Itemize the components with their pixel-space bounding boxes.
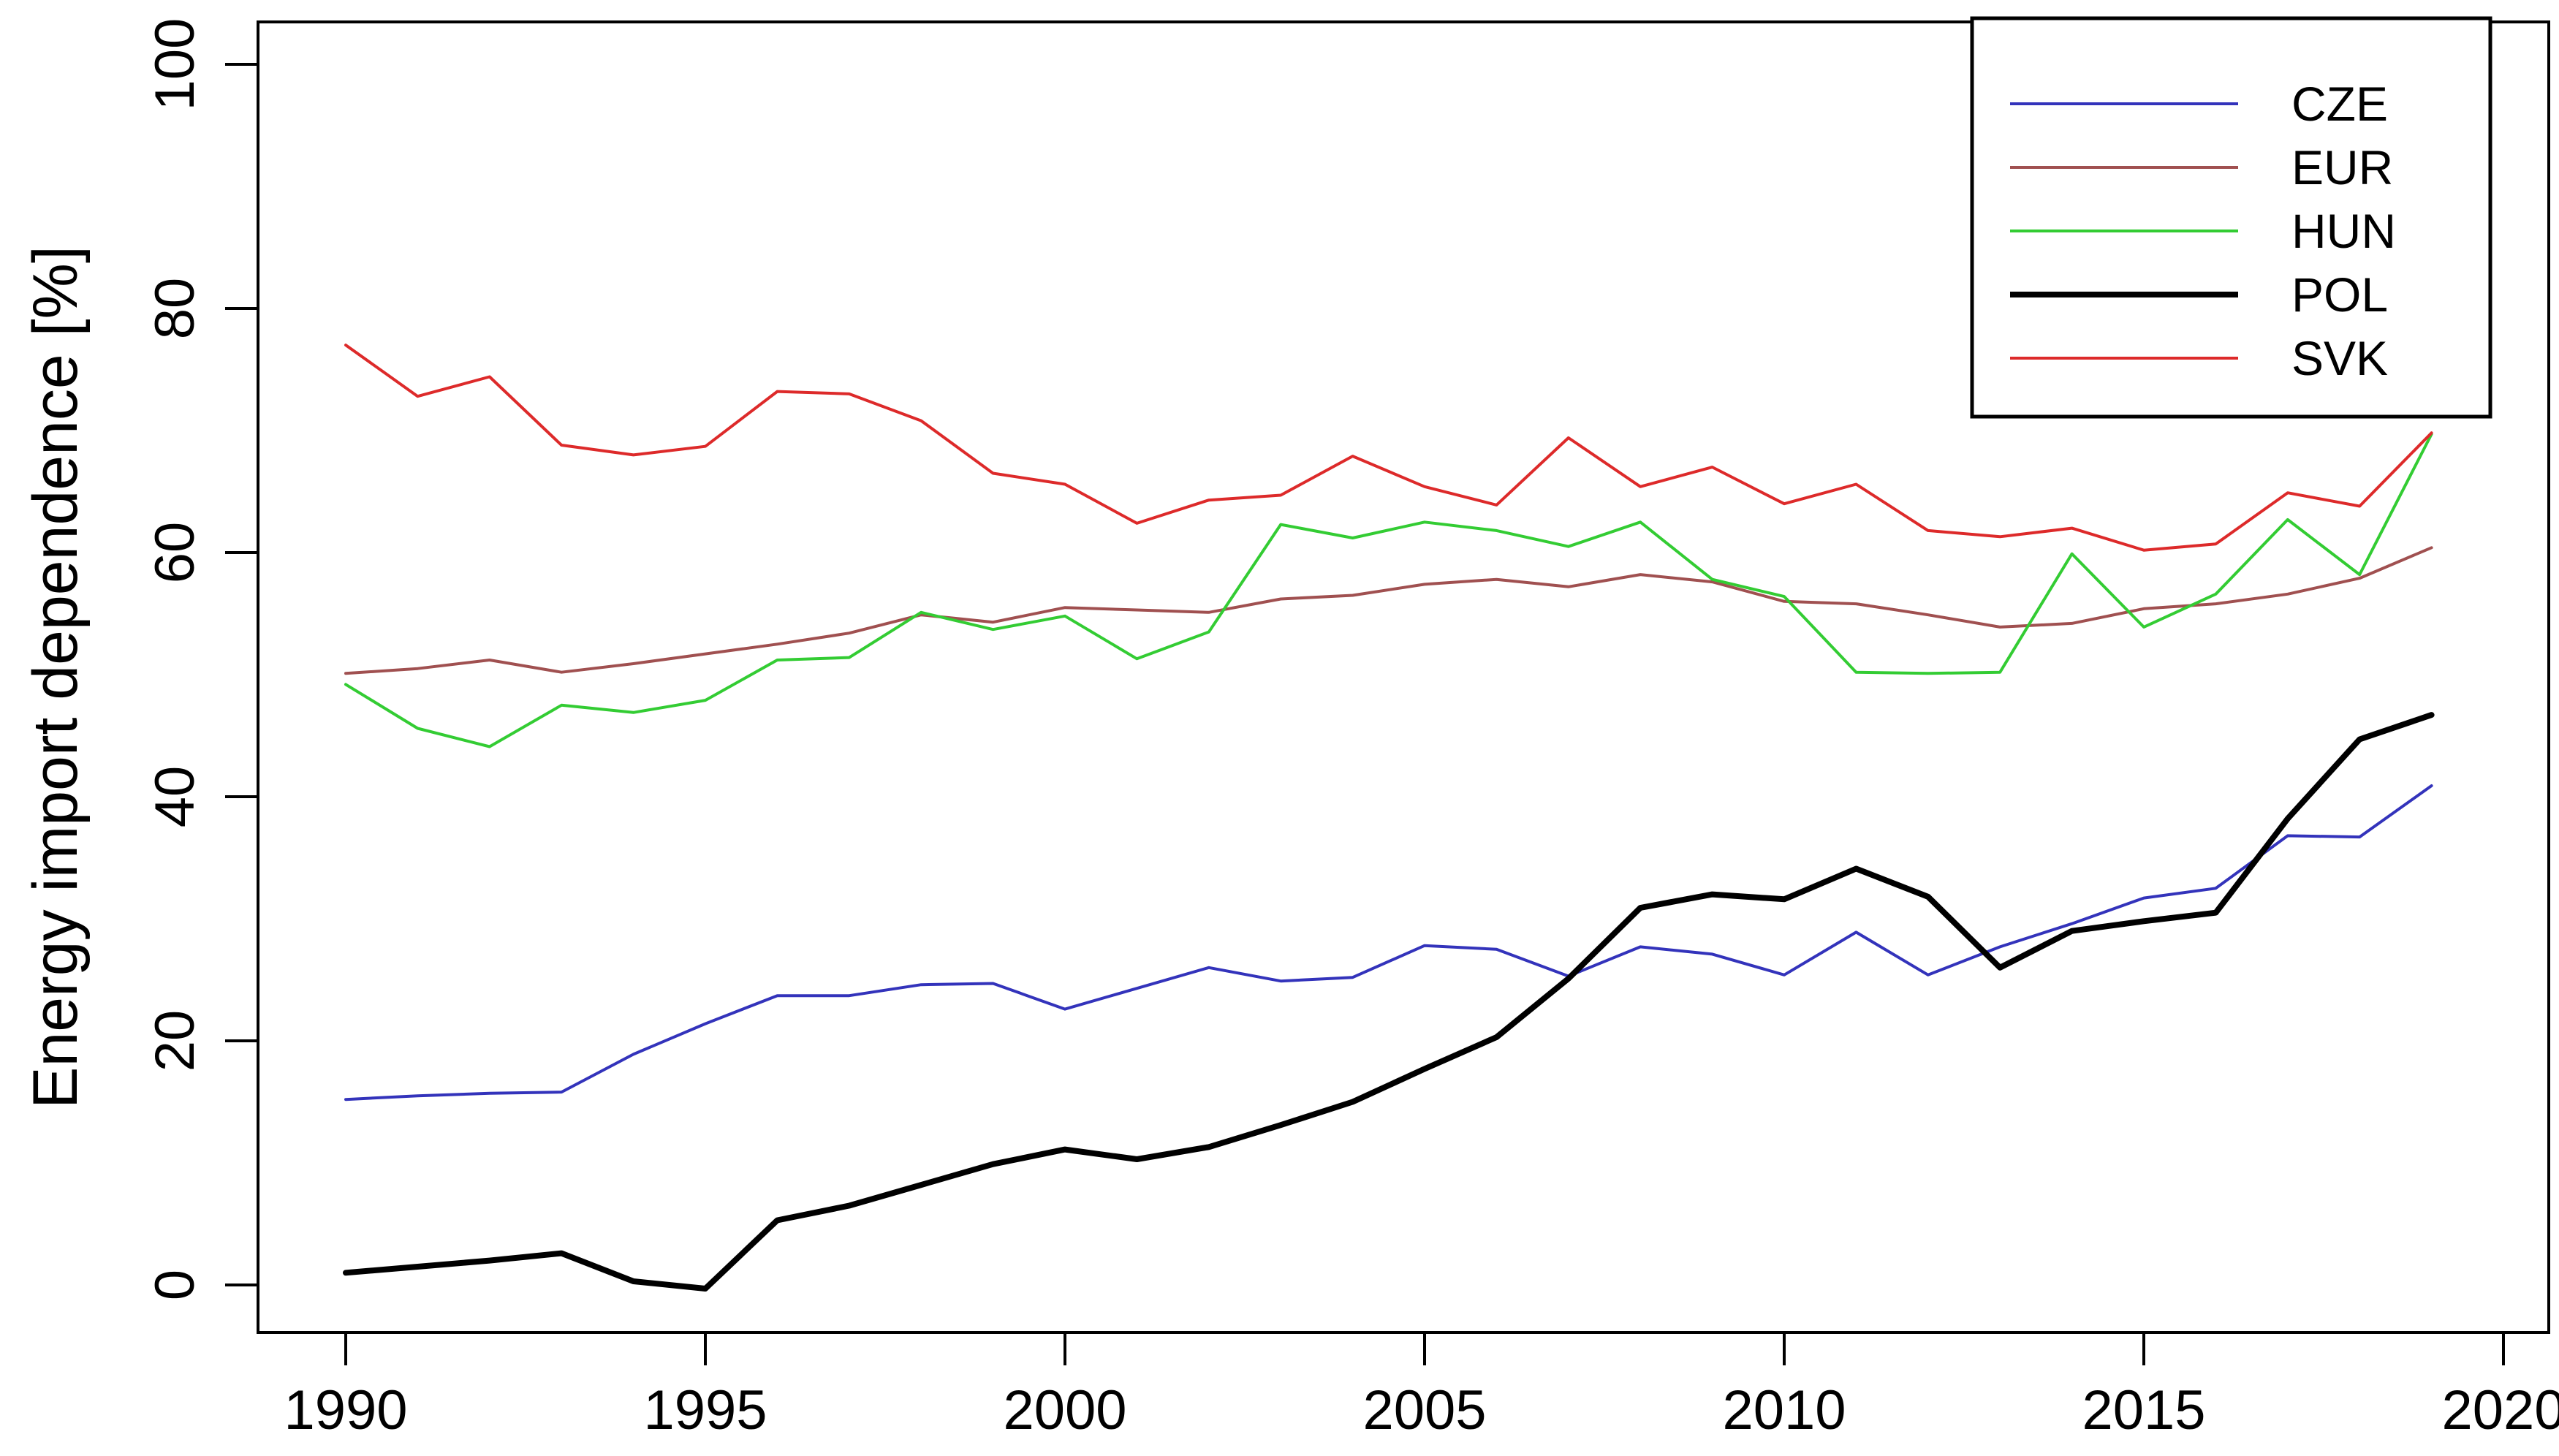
y-tick-label: 0 <box>144 1270 206 1300</box>
series-line-eur <box>344 546 2433 675</box>
x-tick-label: 2005 <box>1362 1379 1486 1441</box>
y-tick-label: 40 <box>144 766 206 828</box>
x-tick-label: 2010 <box>1722 1379 1846 1441</box>
series-line-pol <box>343 712 2435 1292</box>
legend-label-cze: CZE <box>2291 77 2388 131</box>
series-line-cze <box>344 784 2433 1102</box>
legend-label-pol: POL <box>2291 268 2388 322</box>
x-tick-label: 1990 <box>284 1379 407 1441</box>
x-tick-label: 2020 <box>2441 1379 2559 1441</box>
legend-label-eur: EUR <box>2291 140 2393 194</box>
series-line-hun <box>344 433 2433 748</box>
y-tick-label: 100 <box>144 18 206 111</box>
legend-box <box>1970 16 2492 419</box>
plot-frame <box>257 20 2550 1334</box>
series-line-svk <box>344 344 2433 552</box>
y-tick-label: 80 <box>144 278 206 340</box>
y-tick-label: 20 <box>144 1010 206 1072</box>
legend-label-hun: HUN <box>2291 204 2396 258</box>
y-tick-label: 60 <box>144 522 206 584</box>
y-axis-label: Energy import dependence [%] <box>20 246 91 1109</box>
legend-label-svk: SVK <box>2291 331 2388 385</box>
x-tick-label: 2000 <box>1003 1379 1126 1441</box>
x-tick-label: 1995 <box>643 1379 767 1441</box>
x-tick-label: 2015 <box>2082 1379 2205 1441</box>
